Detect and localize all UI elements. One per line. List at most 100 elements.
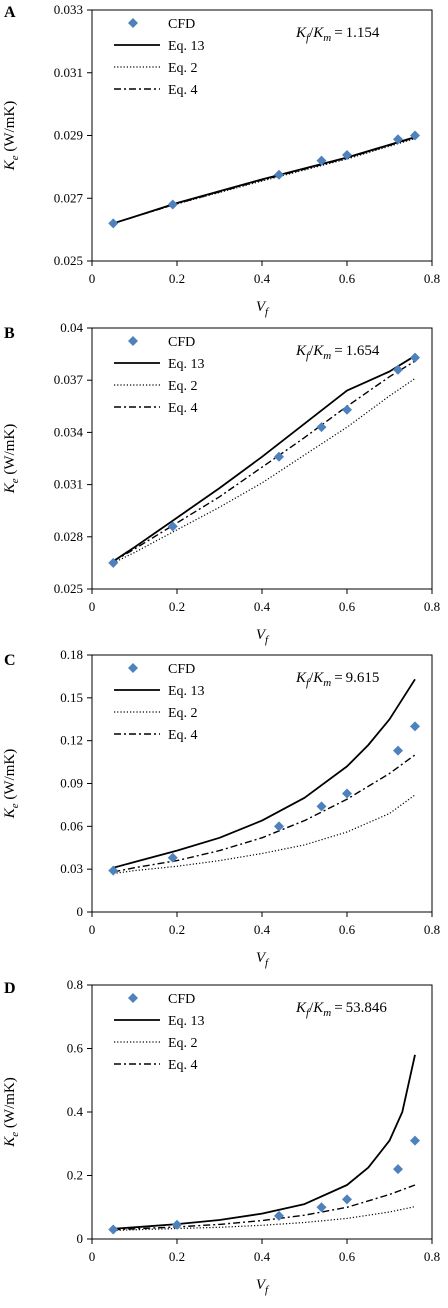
- cfd-data-point: [167, 521, 178, 532]
- y-tick-label: 0.025: [54, 253, 83, 268]
- x-tick-label: 0.2: [169, 922, 185, 937]
- ratio-label: Kf/Km = 53.846: [295, 1000, 387, 1019]
- series-line-eq-2: [113, 794, 416, 875]
- legend: CFD Eq. 13 Eq. 2 Eq. 4: [114, 17, 205, 98]
- chart-panel-a: A 0 0.2 0.4 0.6 0.8 0.025 0.027 0.029 0.031 0.033 V…: [2, 2, 440, 318]
- legend-label: CFD: [168, 335, 195, 350]
- cfd-data-point: [167, 852, 178, 863]
- y-tick-label: 0.033: [54, 2, 83, 17]
- legend: CFD Eq. 13 Eq. 2 Eq. 4: [114, 992, 205, 1073]
- y-axis-label: Ke (W/mK): [2, 424, 21, 494]
- x-tick-label: 0: [89, 922, 96, 937]
- x-tick-label: 0.2: [169, 271, 185, 286]
- y-tick-label: 0.03: [60, 861, 83, 876]
- y-tick-label: 0.06: [60, 818, 83, 833]
- y-tick-label: 0.18: [60, 647, 83, 662]
- cfd-data-point: [342, 149, 352, 160]
- ratio-label: Kf/Km = 1.654: [295, 343, 380, 362]
- y-tick-label: 0: [77, 1231, 84, 1246]
- legend-cfd-marker: [128, 663, 138, 673]
- series-line-eq-2: [113, 1206, 416, 1231]
- x-tick-label: 0.8: [424, 1249, 440, 1264]
- cfd-data-point: [393, 364, 403, 375]
- x-tick-label: 0.4: [254, 271, 271, 286]
- cfd-data-point: [316, 1202, 327, 1213]
- y-axis-label: Ke (W/mK): [2, 101, 21, 171]
- legend-label: CFD: [168, 662, 195, 677]
- legend-cfd-marker: [128, 336, 138, 346]
- x-axis-label: Vf: [256, 299, 270, 318]
- cfd-data-point: [167, 199, 178, 210]
- cfd-data-point: [393, 745, 403, 756]
- plot-frame: [91, 9, 433, 262]
- x-tick-label: 0.2: [169, 599, 185, 614]
- legend-label: Eq. 4: [168, 728, 198, 743]
- cfd-data-point: [274, 821, 284, 832]
- y-axis-label: Ke (W/mK): [2, 749, 21, 819]
- legend-cfd-marker: [128, 18, 138, 28]
- y-tick-label: 0.4: [67, 1104, 84, 1119]
- y-tick-label: 0.028: [54, 529, 83, 544]
- cfd-data-point: [410, 721, 420, 732]
- series-line-eq-4: [113, 754, 416, 873]
- legend-label: Eq. 2: [168, 1036, 198, 1051]
- legend-label: Eq. 13: [168, 357, 205, 372]
- y-tick-label: 0.8: [67, 977, 83, 992]
- x-axis-label: Vf: [256, 627, 270, 646]
- x-tick-label: 0.4: [254, 599, 271, 614]
- ratio-label: Kf/Km = 1.154: [295, 25, 380, 44]
- y-tick-label: 0.029: [54, 128, 83, 143]
- y-tick-label: 0.025: [54, 581, 83, 596]
- x-tick-label: 0: [89, 1249, 96, 1264]
- chart-panel-b: B 0 0.2 0.4 0.6 0.8 0.025 0.028 0.031 0.034 0.037 0…: [2, 320, 440, 646]
- cfd-data-point: [316, 422, 327, 433]
- legend-label: Eq. 13: [168, 1014, 205, 1029]
- cfd-data-point: [108, 1224, 119, 1235]
- x-tick-label: 0.2: [169, 1249, 185, 1264]
- y-tick-label: 0.2: [67, 1168, 83, 1183]
- x-tick-label: 0: [89, 271, 96, 286]
- cfd-data-point: [393, 134, 403, 145]
- chart-panel-d: D 0 0.2 0.4 0.6 0.8 0 0.2 0.4 0.6 0.8 Vf Ke (W/mK) Kf…: [2, 977, 440, 1296]
- legend-cfd-marker: [128, 993, 138, 1003]
- y-tick-label: 0.034: [54, 424, 84, 439]
- legend-label: Eq. 4: [168, 1058, 198, 1073]
- legend-label: CFD: [168, 17, 195, 32]
- cfd-data-point: [410, 130, 420, 141]
- y-tick-label: 0: [77, 904, 84, 919]
- plot-frame: [91, 984, 433, 1240]
- panel-letter: C: [4, 652, 16, 669]
- ratio-label: Kf/Km = 9.615: [295, 670, 379, 689]
- panel-letter: A: [4, 4, 16, 21]
- cfd-data-point: [274, 169, 284, 180]
- legend-label: Eq. 13: [168, 684, 205, 699]
- cfd-data-point: [108, 557, 119, 568]
- y-tick-label: 0.037: [54, 372, 84, 387]
- panel-letter: B: [4, 325, 15, 342]
- x-tick-label: 0.4: [254, 922, 271, 937]
- legend-label: Eq. 2: [168, 379, 198, 394]
- x-axis-label: Vf: [256, 950, 270, 969]
- legend-label: Eq. 2: [168, 61, 198, 76]
- y-tick-label: 0.15: [60, 690, 83, 705]
- cfd-data-point: [274, 1210, 284, 1221]
- x-tick-label: 0.8: [424, 271, 440, 286]
- cfd-data-point: [108, 865, 119, 876]
- cfd-data-point: [172, 1219, 182, 1230]
- series-line-eq-4: [113, 1184, 416, 1231]
- series-line-eq-4: [113, 137, 416, 225]
- cfd-data-point: [393, 1164, 403, 1175]
- legend-label: Eq. 4: [168, 401, 198, 416]
- x-axis-label: Vf: [256, 1277, 270, 1296]
- series-line-eq-4: [112, 360, 416, 562]
- y-tick-label: 0.031: [54, 477, 83, 492]
- x-tick-label: 0.8: [424, 922, 440, 937]
- cfd-data-point: [274, 451, 284, 462]
- chart-panel-c: C 0 0.2 0.4 0.6 0.8 0 0.03 0.06 0.09 0.12 0.15 0.18 V…: [2, 647, 440, 969]
- legend-label: Eq. 2: [168, 706, 198, 721]
- series-line-eq-13: [113, 678, 416, 869]
- y-tick-label: 0.12: [60, 733, 83, 748]
- series-line-eq-13: [112, 355, 416, 562]
- plot-frame: [91, 654, 433, 913]
